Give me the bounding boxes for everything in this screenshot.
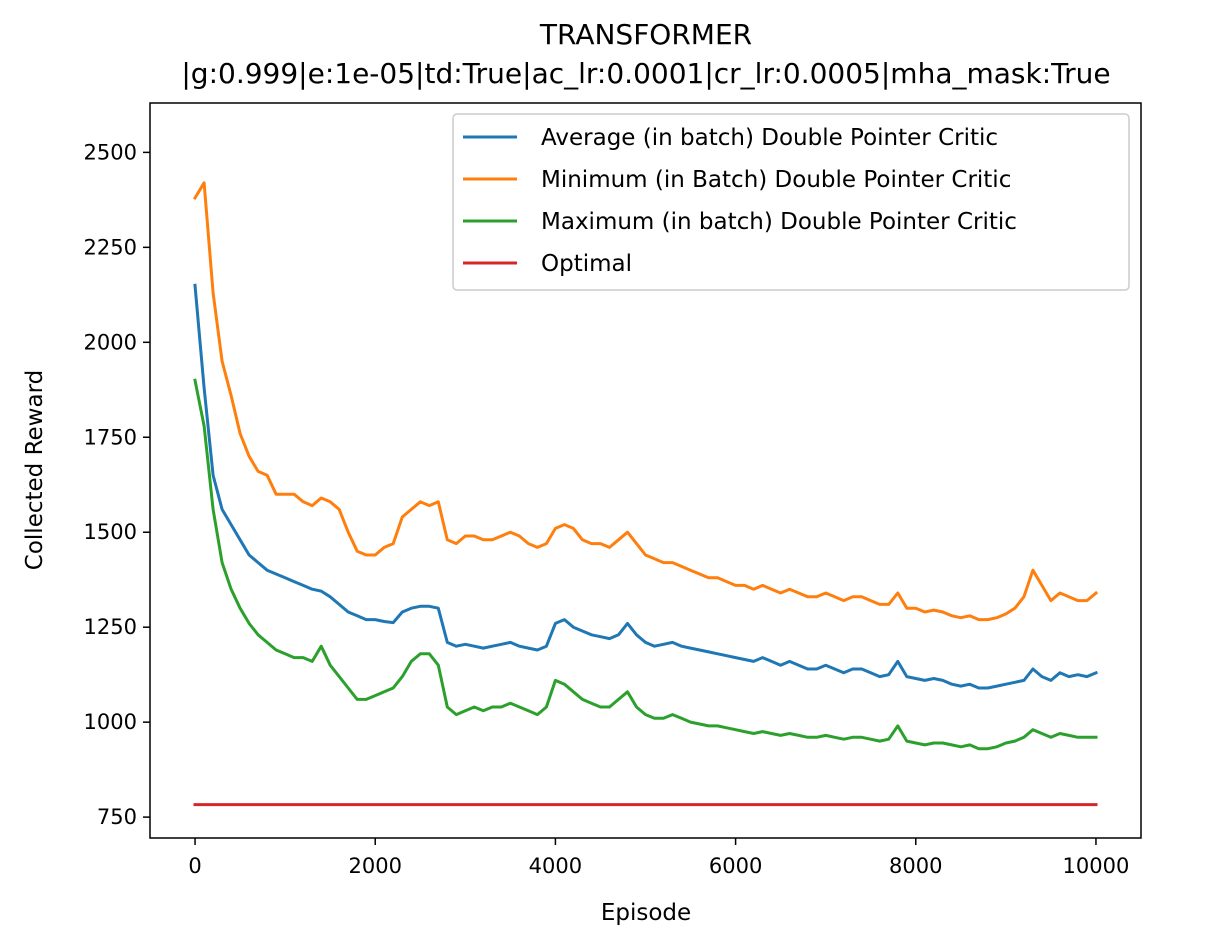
series-layer bbox=[192, 181, 1099, 807]
chart-title: TRANSFORMER bbox=[539, 18, 752, 51]
legend-label-3: Maximum (in batch) Double Pointer Critic bbox=[541, 209, 1017, 235]
x-tick-label: 0 bbox=[188, 854, 201, 878]
y-tick-label: 1750 bbox=[84, 425, 137, 449]
legend: Average (in batch) Double Pointer Critic… bbox=[452, 113, 1130, 291]
x-tick-label: 4000 bbox=[529, 854, 582, 878]
y-tick-label: 1250 bbox=[84, 615, 137, 639]
x-tick-label: 2000 bbox=[349, 854, 402, 878]
x-axis: 0 2000 4000 6000 8000 10000 bbox=[188, 838, 1129, 878]
y-tick-label: 1500 bbox=[84, 520, 137, 544]
series-line-2 bbox=[192, 181, 1099, 622]
plot-frame bbox=[149, 102, 1142, 839]
y-tick-label: 2250 bbox=[84, 235, 137, 259]
legend-box bbox=[452, 113, 1130, 291]
x-tick-label: 6000 bbox=[709, 854, 762, 878]
y-axis-label: Collected Reward bbox=[22, 370, 48, 570]
x-axis-label: Episode bbox=[601, 900, 691, 926]
y-tick-label: 2500 bbox=[84, 140, 137, 164]
series-line-3 bbox=[193, 378, 1098, 751]
y-tick-label: 1000 bbox=[84, 710, 137, 734]
y-axis: 750 1000 1250 1500 1750 2000 2250 2500 bbox=[84, 140, 150, 829]
legend-label-2: Minimum (in Batch) Double Pointer Critic bbox=[541, 167, 1011, 193]
legend-items: Average (in batch) Double Pointer Critic… bbox=[463, 125, 1017, 277]
legend-label-1: Average (in batch) Double Pointer Critic bbox=[541, 125, 998, 151]
legend-label-4: Optimal bbox=[541, 251, 632, 277]
chart-subtitle: |g:0.999|e:1e-05|td:True|ac_lr:0.0001|cr… bbox=[181, 57, 1110, 90]
series-line-1 bbox=[193, 283, 1098, 690]
y-tick-label: 2000 bbox=[84, 330, 137, 354]
x-tick-label: 10000 bbox=[1063, 854, 1130, 878]
y-tick-label: 750 bbox=[97, 805, 137, 829]
x-tick-label: 8000 bbox=[889, 854, 942, 878]
